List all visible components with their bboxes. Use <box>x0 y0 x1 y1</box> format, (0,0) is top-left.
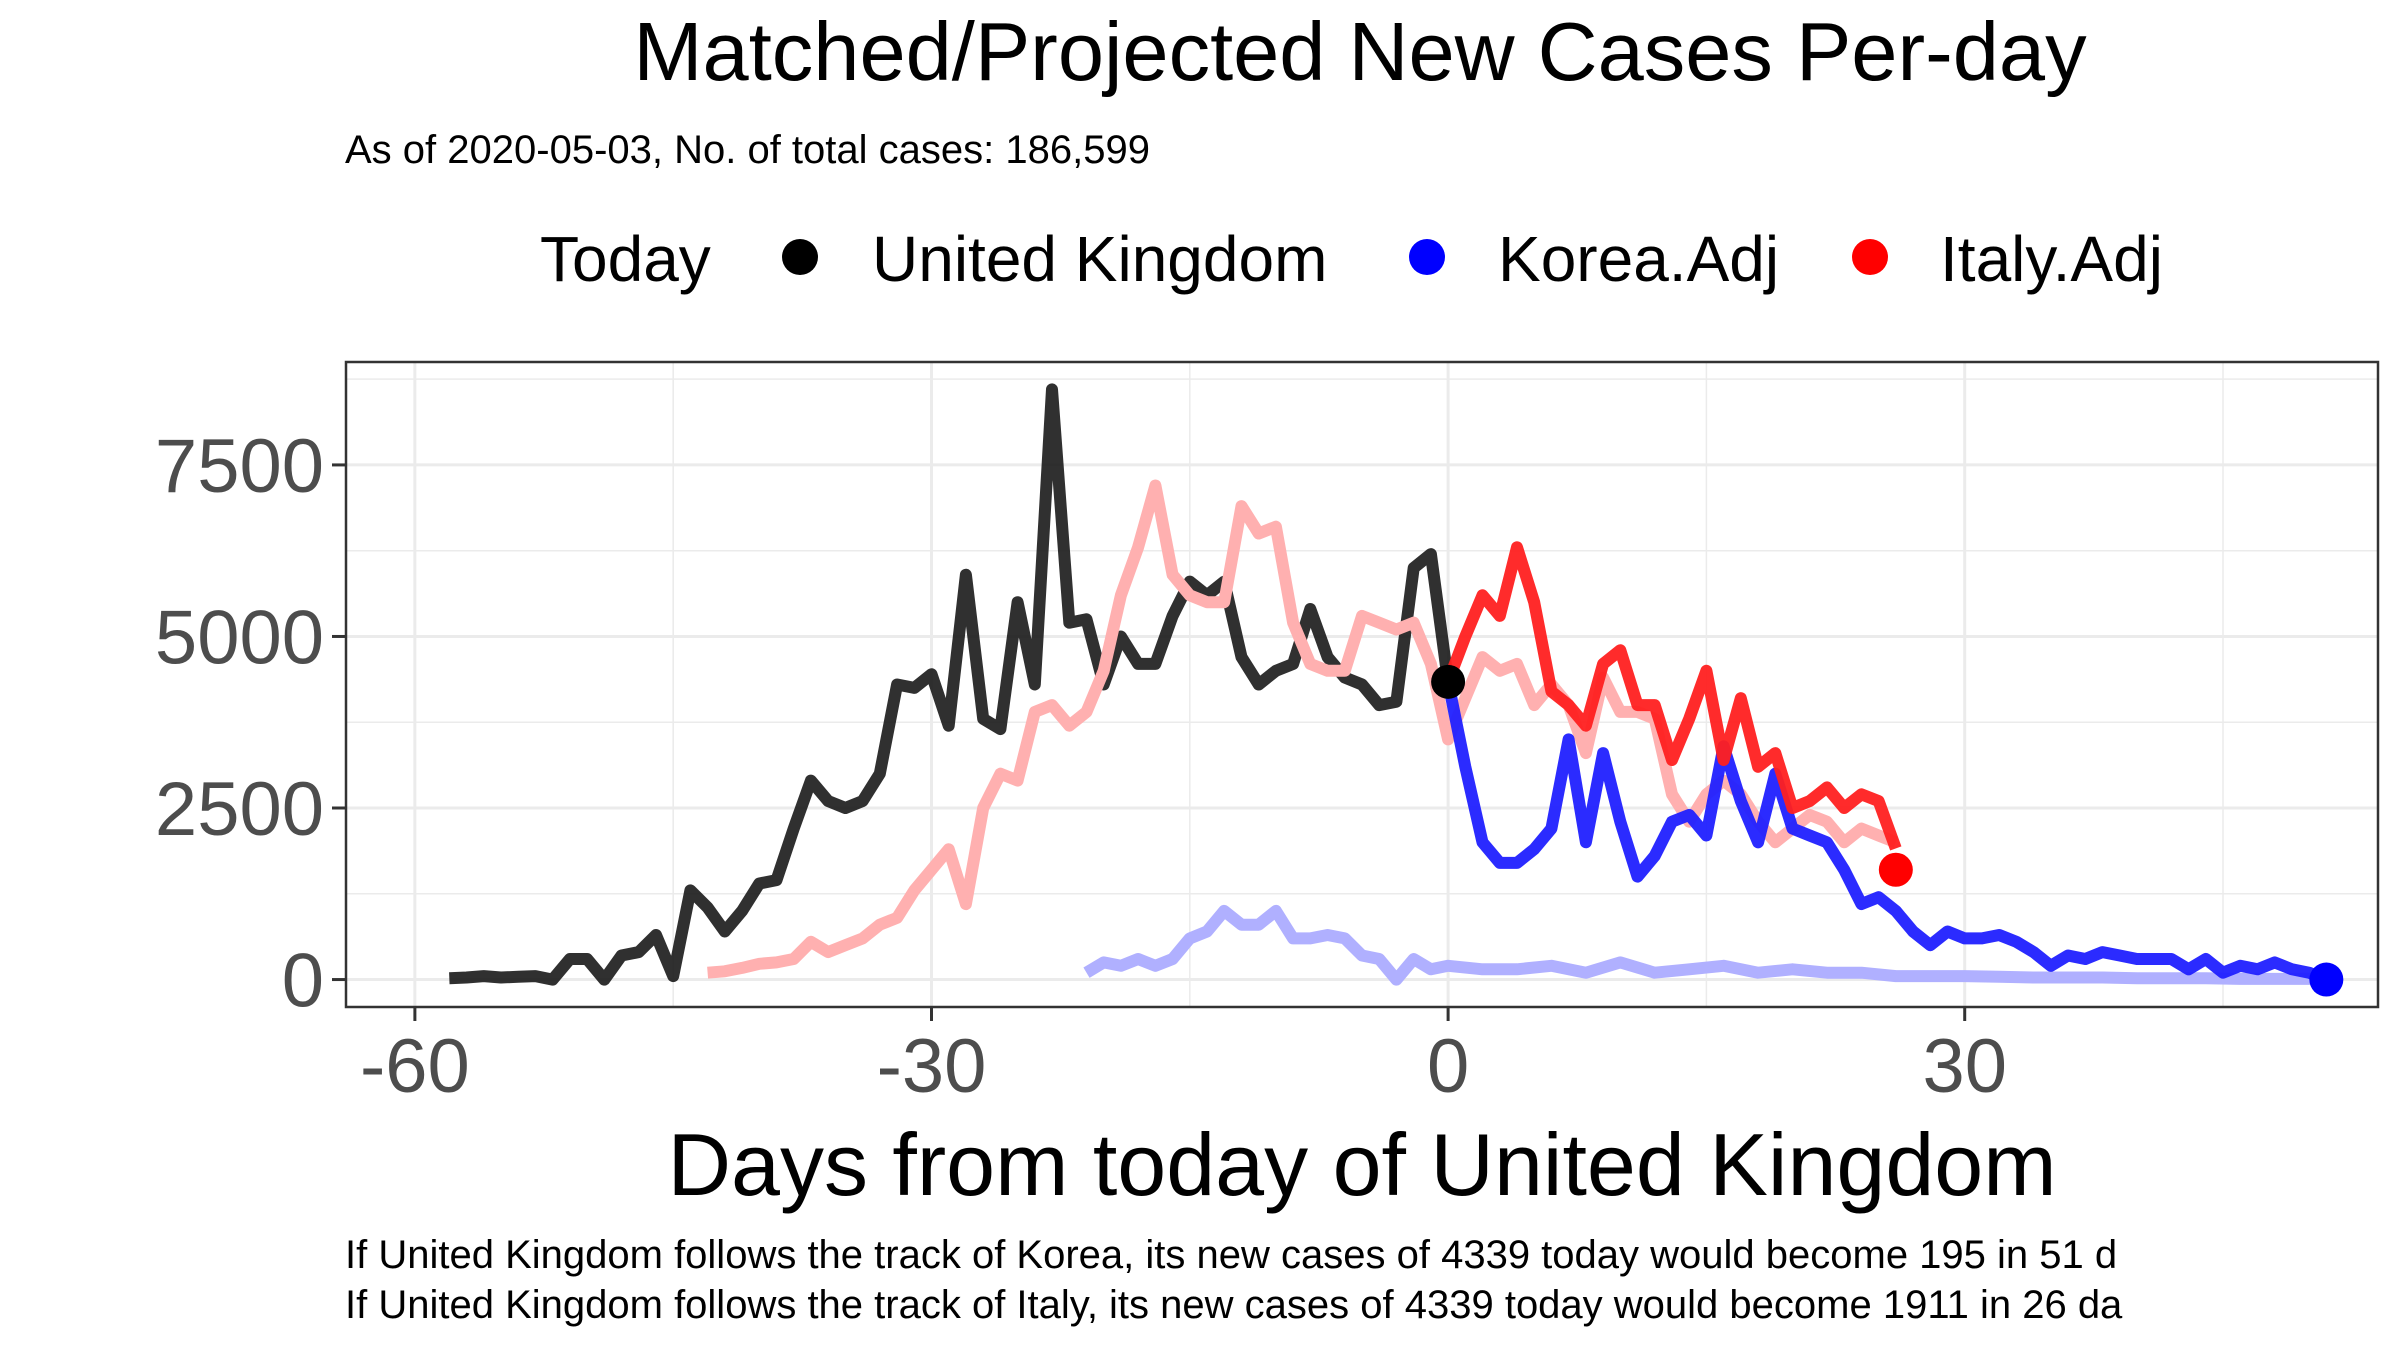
series-line-italy-projected <box>1442 541 1902 851</box>
y-tick-label: 5000 <box>155 595 324 680</box>
legend-label-united-kingdom: United Kingdom <box>872 223 1327 295</box>
series-line-united-kingdom <box>449 383 1455 986</box>
series-line-italy-matched <box>707 479 1899 979</box>
series-line-korea-projected <box>1442 680 2329 986</box>
legend-key-italy <box>1852 239 1888 275</box>
x-tick-label: 30 <box>1922 1024 2007 1109</box>
chart-title: Matched/Projected New Cases Per-day <box>633 5 2087 98</box>
chart-subtitle: As of 2020-05-03, No. of total cases: 18… <box>345 128 1150 172</box>
legend-key-united-kingdom <box>782 239 818 275</box>
axis-ticks: -60 -30 0 30 0 2500 5000 7500 <box>155 424 2007 1109</box>
plot-border <box>344 360 2380 1009</box>
legend-title: Today <box>540 223 711 295</box>
series-lines <box>449 383 2329 986</box>
legend-label-italy: Italy.Adj <box>1940 223 2163 295</box>
legend: Today United Kingdom Korea.Adj Italy.Adj <box>540 223 2163 295</box>
x-tick-label: -60 <box>360 1024 470 1109</box>
series-line-korea-matched <box>1083 904 2327 986</box>
caption-korea: If United Kingdom follows the track of K… <box>345 1233 2117 1277</box>
today-point-italy-adj <box>1878 852 1913 887</box>
y-tick-label: 7500 <box>155 424 324 509</box>
legend-key-korea <box>1409 239 1445 275</box>
y-tick-label: 0 <box>282 939 324 1024</box>
caption-italy: If United Kingdom follows the track of I… <box>345 1283 2123 1327</box>
today-points <box>1431 664 2344 997</box>
legend-label-korea: Korea.Adj <box>1498 223 1779 295</box>
x-tick-label: -30 <box>877 1024 987 1109</box>
today-point-korea-adj <box>2309 962 2344 997</box>
x-tick-label: 0 <box>1427 1024 1469 1109</box>
today-point-united-kingdom <box>1431 664 1466 699</box>
y-tick-label: 2500 <box>155 767 324 852</box>
x-axis-title: Days from today of United Kingdom <box>667 1115 2056 1214</box>
